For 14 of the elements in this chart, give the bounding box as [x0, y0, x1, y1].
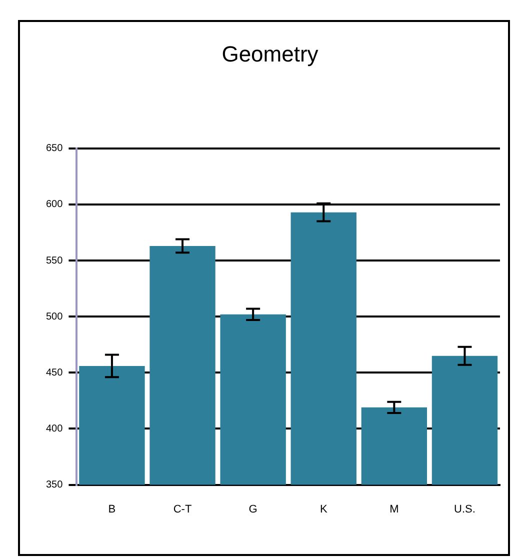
x-tick-label: U.S. [454, 503, 476, 516]
y-tick-label: 450 [46, 367, 64, 378]
x-tick-label: M [390, 503, 399, 516]
y-tick-label: 550 [46, 255, 64, 266]
x-tick-label: B [108, 503, 116, 516]
y-tick-label: 600 [46, 199, 64, 210]
y-tick-label: 400 [46, 423, 64, 434]
x-tick-label: C-T [173, 503, 192, 516]
x-tick-label: K [320, 503, 328, 516]
y-tick-label: 500 [46, 311, 64, 322]
chart-title: Geometry [222, 41, 318, 66]
y-tick-label: 350 [46, 480, 64, 491]
x-tick-label: G [248, 503, 258, 516]
y-tick-label: 650 [46, 143, 64, 154]
